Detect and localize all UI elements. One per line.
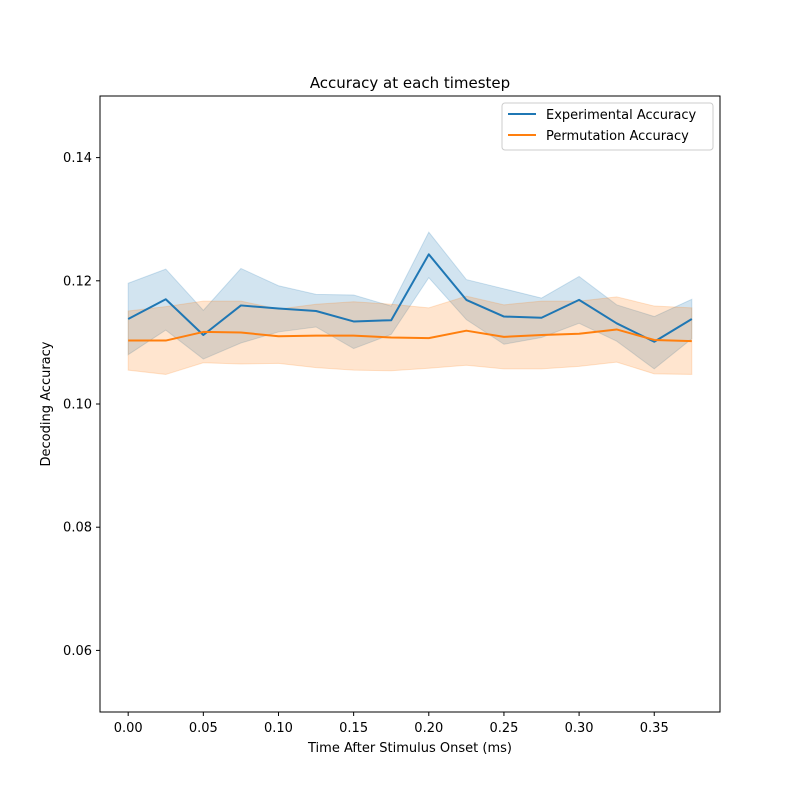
x-tick-label: 0.20 (414, 721, 443, 736)
legend-box (501, 102, 714, 151)
legend-label-permutation: Permutation Accuracy (546, 129, 689, 144)
permutation-accuracy-band (127, 295, 693, 375)
y-tick-label: 0.14 (63, 151, 92, 166)
chart-title: Accuracy at each timestep (310, 74, 510, 92)
legend: Experimental Accuracy Permutation Accura… (501, 102, 714, 151)
y-axis-ticks: 0.06 0.08 0.10 0.12 0.14 (63, 151, 100, 659)
x-axis-ticks: 0.00 0.05 0.10 0.15 0.20 0.25 0.30 0.35 (114, 712, 669, 736)
y-tick-label: 0.06 (63, 644, 92, 659)
y-axis-label: Decoding Accuracy (39, 341, 54, 466)
x-tick-label: 0.35 (640, 721, 669, 736)
x-tick-label: 0.10 (264, 721, 293, 736)
permutation-accuracy-line (128, 328, 692, 343)
y-tick-label: 0.12 (63, 274, 92, 289)
x-tick-label: 0.30 (565, 721, 594, 736)
x-tick-label: 0.25 (489, 721, 518, 736)
x-tick-label: 0.15 (339, 721, 368, 736)
confidence-bands (127, 231, 693, 375)
x-axis-label: Time After Stimulus Onset (ms) (307, 741, 512, 756)
x-tick-label: 0.00 (114, 721, 143, 736)
x-tick-label: 0.05 (189, 721, 218, 736)
experimental-accuracy-band (127, 231, 693, 370)
series-lines (127, 253, 693, 343)
y-tick-label: 0.10 (63, 398, 92, 413)
legend-label-experimental: Experimental Accuracy (546, 108, 696, 123)
experimental-accuracy-line (127, 253, 693, 343)
y-tick-label: 0.08 (63, 521, 92, 536)
